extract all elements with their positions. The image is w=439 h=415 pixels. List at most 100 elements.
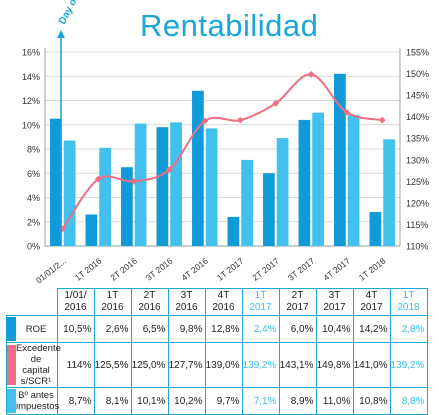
y-left-tick-label: 16% [22,48,40,58]
table-cell: 143,1% [278,342,317,388]
table-column-header: 2T 2017 [278,288,317,316]
y-right-tick-label: 135% [406,134,429,144]
column-header-line: 2016 [175,302,198,313]
row-label-line: ROE [25,323,47,335]
column-header-line: 2017 [323,302,346,313]
column-header-line: 2016 [64,302,87,313]
legend-swatch [7,317,16,341]
table-column-header: 1/01/2016 [56,288,95,316]
table-cell: 6,0% [278,315,317,343]
bar-roe [298,119,311,246]
table-cell: 8,8% [389,387,428,415]
table-cell: 10,4% [315,315,354,343]
x-tick-label: 4T 2017 [321,256,352,283]
y-right-tick-label: 140% [406,112,429,122]
x-tick-label: 1T 2016 [73,256,104,283]
table-column-header: 1T 2017 [241,288,280,316]
column-header-line: 2016 [212,302,235,313]
row-label: Bº antes impuestos [16,390,59,412]
bar-roe [85,214,98,246]
table-cell: 10,1% [130,387,169,415]
table-cell: 141,0% [352,342,391,388]
table-column-header: 2T 2016 [130,288,169,316]
line-excedente [61,73,383,230]
bar-beneficio [63,140,76,246]
row-label: Excedente de capital s/SCR¹ [16,343,61,387]
table-cell: 6,5% [130,315,169,343]
y-left-tick-label: 6% [27,169,40,179]
line-point-excedente [130,177,138,185]
y-left-tick-label: 8% [27,145,40,155]
x-tick-label: 2T 2016 [108,256,139,283]
row-label-line: Excedente [16,343,61,354]
table-column-header: 4T 2017 [352,288,391,316]
table-column-header: 4T 2016 [204,288,243,316]
bar-roe [192,90,204,246]
table-cell: 8,1% [93,387,132,415]
y-right-tick-label: 150% [406,69,429,79]
column-header-line: 2T [291,290,304,301]
table-column-header: 1T 2016 [93,288,132,316]
bar-roe [227,216,240,246]
data-table: 1/01/2016 1T 2016 2T 2016 3T 2016 4T 2016 1T 2017 2… [6,288,428,415]
row-label: ROE [16,324,56,335]
x-tick-label: 3T 2016 [144,256,175,283]
x-tick-label: 2T 2017 [250,256,281,283]
bar-roe [156,127,169,246]
table-cell: 139,2% [241,342,280,388]
table-cell: 127,7% [167,342,206,388]
day-one-annotation: Day one [57,0,85,26]
bar-beneficio [170,122,182,246]
y-left-tick-label: 2% [27,217,40,227]
x-tick-label: 1T 2018 [357,256,388,283]
column-header-line: 3T [328,290,341,301]
table-cell: 11,0% [315,387,354,415]
bar-beneficio [312,112,324,246]
table-cell: 114% [56,342,95,388]
column-header-line: 2017 [249,302,272,313]
legend-swatch [7,345,16,385]
column-header-line: 4T [365,290,378,301]
column-header-line: 2016 [138,302,161,313]
line-point-excedente [201,117,209,125]
bar-beneficio [241,159,253,246]
line-point-excedente [272,99,280,107]
bar-beneficio [347,115,360,246]
table-column-header: 3T 2017 [315,288,354,316]
column-header-line: 1T [402,290,415,301]
table-cell: 12,8% [204,315,243,343]
row-header: ROE [6,315,58,343]
page-title: Rentabilidad [140,8,319,43]
legend-swatch [7,389,16,413]
line-point-excedente [94,175,102,183]
x-tick-label: 01/01/2... [34,256,68,285]
table-cell: 9,8% [167,315,206,343]
table-row: Excedente de capital s/SCR¹ 114% 125,5% 125,0… [6,342,428,388]
bar-roe [369,212,382,246]
table-cell: 2,6% [93,315,132,343]
bar-beneficio [276,138,289,246]
bar-beneficio [383,139,395,246]
y-left-tick-label: 12% [22,96,40,106]
bar-beneficio [99,147,111,246]
table-cell: 125,0% [130,342,169,388]
table-cell: 8,7% [56,387,95,415]
table-row: Bº antes impuestos 8,7% 8,1% 10,1% 10,2% 9,7% 7… [6,387,428,415]
y-left-tick-label: 4% [27,193,40,203]
column-header-line: 4T [217,290,230,301]
row-header: Excedente de capital s/SCR¹ [6,342,61,388]
line-point-excedente [378,116,386,124]
table-cell: 10,5% [56,315,95,343]
column-header-line: 3T [180,290,193,301]
table-row: ROE 10,5% 2,6% 6,5% 9,8% 12,8% 2,4% 6,0% 10,4% 14… [6,315,428,343]
y-right-tick-label: 120% [406,198,429,208]
table-cell: 9,7% [204,387,243,415]
column-header-line: 2018 [397,302,420,313]
row-label-line: s/SCR¹ [20,376,52,387]
bar-roe [334,73,346,246]
column-header-line: 2017 [286,302,309,313]
table-corner [7,289,58,316]
table-column-header: 3T 2016 [167,288,206,316]
column-header-line: 1T [106,290,119,301]
table-header-row: 1/01/2016 1T 2016 2T 2016 3T 2016 4T 2016 1T 2017 2… [7,288,428,316]
